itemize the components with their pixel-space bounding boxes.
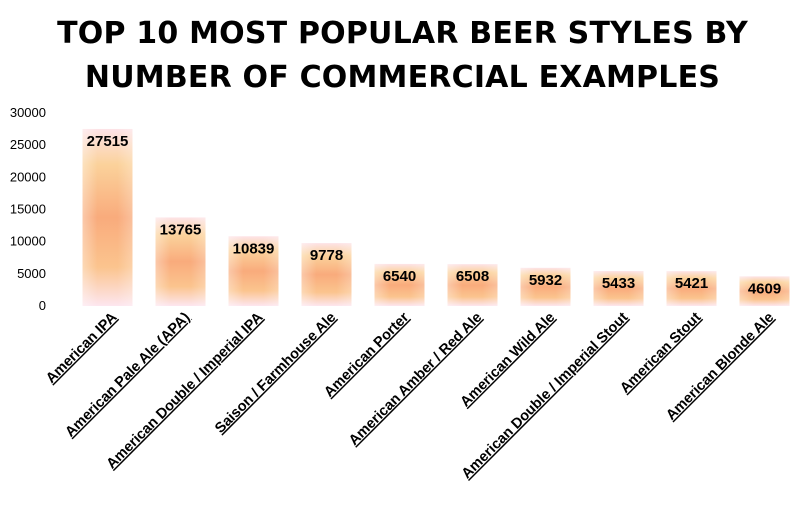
y-tick-label: 20000 xyxy=(10,169,46,184)
x-tick-label: American Pale Ale (APA) xyxy=(62,309,193,440)
bar-sheen xyxy=(301,243,352,306)
data-labels-group: 27515 13765 10839 9778 6540 6508 5932 5433 5421 4… xyxy=(87,133,782,297)
y-tick-label: 0 xyxy=(39,298,46,313)
bar-sheen xyxy=(739,276,790,306)
chart-title-line-2: NUMBER OF COMMERCIAL EXAMPLES xyxy=(84,60,721,95)
bar-sheen xyxy=(593,271,644,306)
y-tick-label: 10000 xyxy=(10,234,46,249)
data-label: 9778 xyxy=(310,247,343,264)
bar-sheen xyxy=(447,264,498,306)
data-label: 4609 xyxy=(748,280,781,297)
x-tick-label: Saison / Farmhouse Ale xyxy=(212,310,339,437)
chart-title-line-1: TOP 10 MOST POPULAR BEER STYLES BY xyxy=(57,16,748,51)
y-tick-label: 5000 xyxy=(17,266,46,281)
x-tick-label: American Double / Imperial IPA xyxy=(104,309,267,472)
bar-sheen xyxy=(228,236,279,306)
y-axis: 0 5000 10000 15000 20000 25000 30000 xyxy=(10,105,46,313)
y-tick-label: 15000 xyxy=(10,202,46,217)
bar-sheen xyxy=(520,267,571,306)
y-tick-label: 25000 xyxy=(10,137,46,152)
data-label: 6540 xyxy=(383,268,416,285)
chart-title: TOP 10 MOST POPULAR BEER STYLES BY NUMBE… xyxy=(0,12,805,100)
y-tick-label: 30000 xyxy=(10,105,46,120)
data-label: 6508 xyxy=(456,268,489,285)
bar-sheen xyxy=(155,217,206,306)
data-label: 5433 xyxy=(602,275,635,292)
x-tick-label: American Amber / Red Ale xyxy=(346,310,485,449)
data-label: 5421 xyxy=(675,275,708,292)
bar-sheen xyxy=(374,263,425,306)
bars-group xyxy=(82,128,790,306)
bar-sheen xyxy=(82,128,133,306)
x-tick-label: American IPA xyxy=(43,309,121,387)
bar-sheen xyxy=(666,271,717,306)
data-label: 5932 xyxy=(529,272,562,289)
data-label: 13765 xyxy=(160,221,202,238)
data-label: 10839 xyxy=(233,240,275,257)
data-label: 27515 xyxy=(87,133,129,150)
x-tick-label: American Double / Imperial Stout xyxy=(459,309,632,482)
